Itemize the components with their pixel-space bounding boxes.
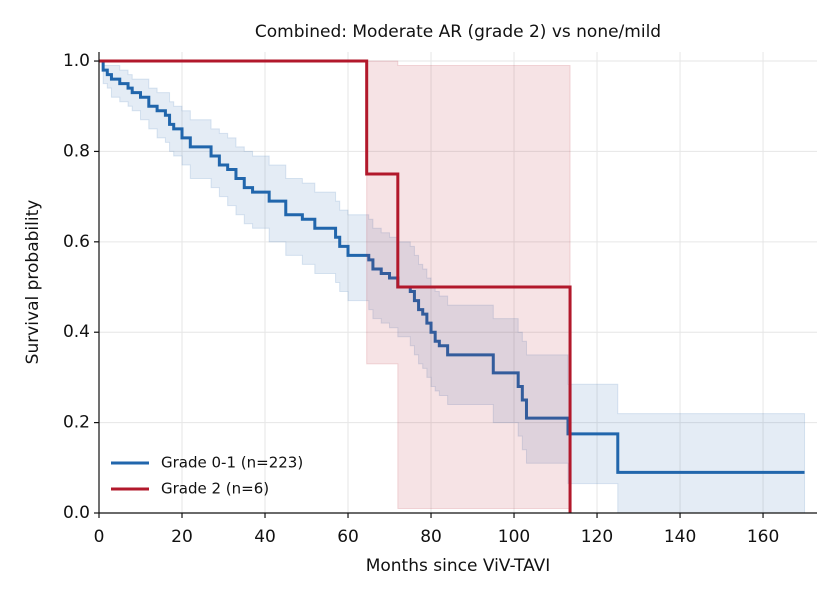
x-tick-label: 160 (747, 527, 779, 547)
chart-title: Combined: Moderate AR (grade 2) vs none/… (255, 22, 661, 42)
x-tick-label: 140 (664, 527, 696, 547)
survival-line (99, 59, 572, 513)
confidence-band (99, 60, 806, 514)
x-tick-label: 20 (171, 527, 193, 547)
x-tick-label: 120 (581, 527, 613, 547)
x-tick-label: 60 (337, 527, 359, 547)
y-tick-label: 0.2 (63, 413, 90, 433)
y-tick-label: 0.4 (63, 322, 90, 342)
legend-label: Grade 2 (n=6) (161, 480, 269, 498)
y-tick-label: 1.0 (63, 51, 90, 71)
y-tick-label: 0.0 (63, 503, 90, 523)
x-tick-label: 100 (498, 527, 530, 547)
x-axis-label: Months since ViV-TAVI (366, 556, 551, 576)
survival-line (99, 59, 805, 474)
x-tick-label: 0 (94, 527, 105, 547)
y-tick-label: 0.6 (63, 232, 90, 252)
legend-label: Grade 0-1 (n=223) (161, 454, 303, 472)
y-tick-label: 0.8 (63, 141, 90, 161)
x-tick-label: 80 (420, 527, 442, 547)
y-axis-label: Survival probability (23, 200, 43, 365)
x-tick-label: 40 (254, 527, 276, 547)
